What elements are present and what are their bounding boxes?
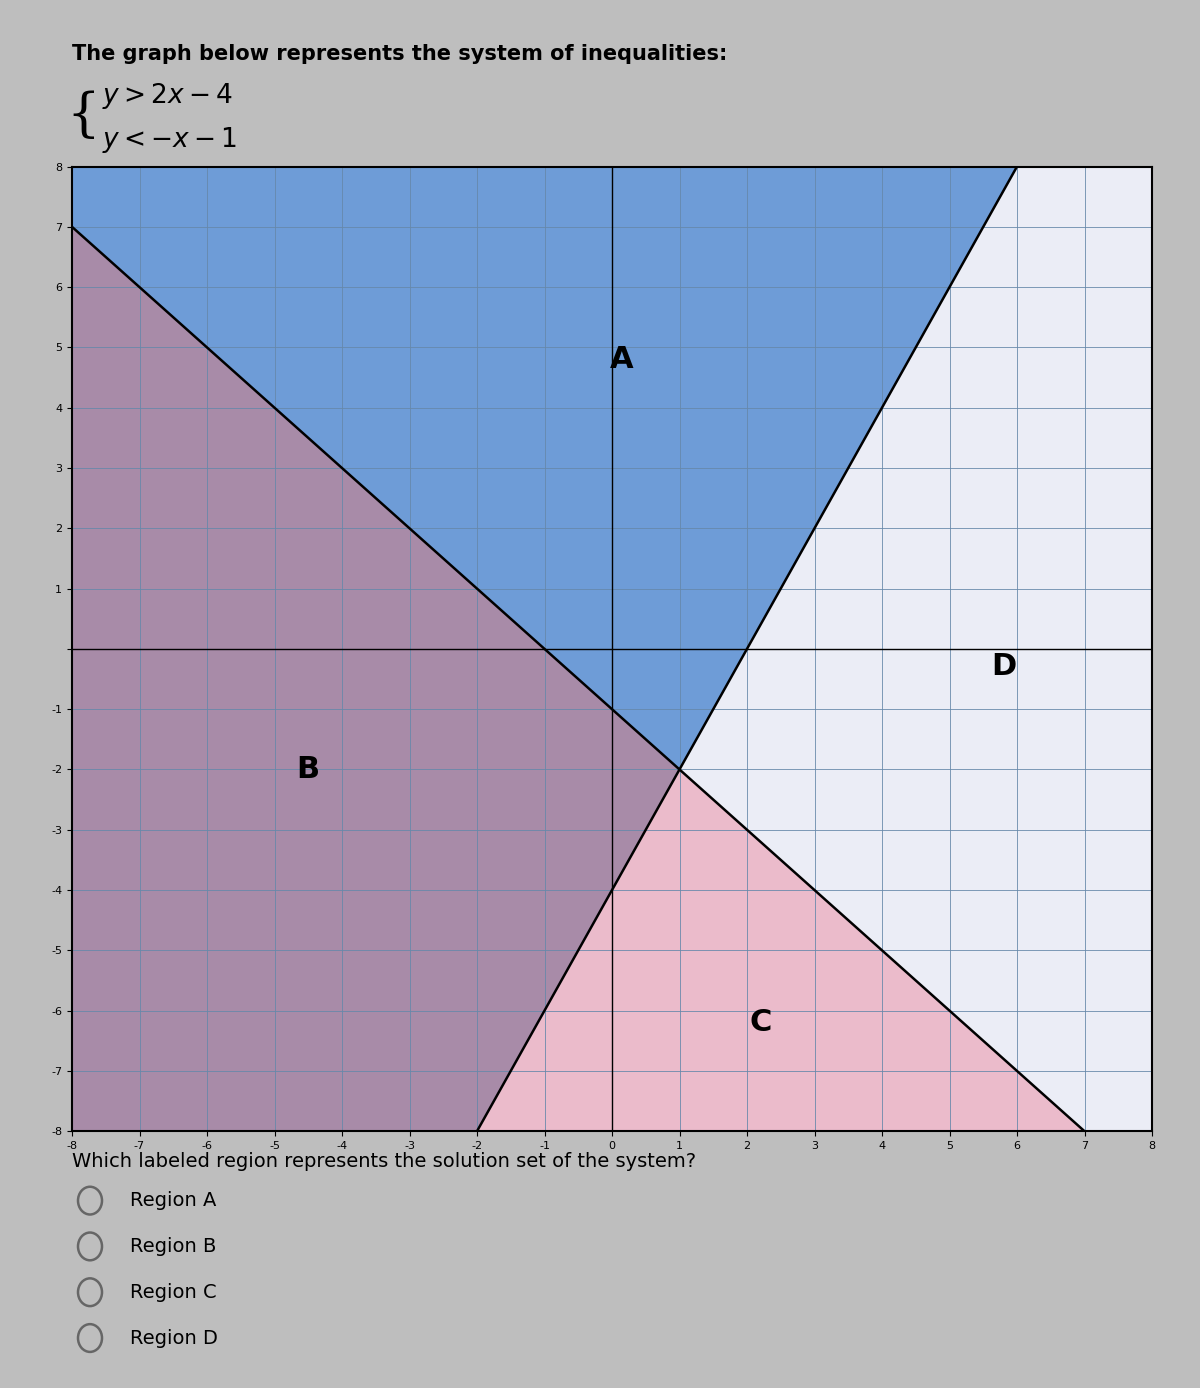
Text: D: D [991, 652, 1016, 682]
Text: Which labeled region represents the solution set of the system?: Which labeled region represents the solu… [72, 1152, 696, 1171]
Text: {: { [66, 90, 100, 142]
Text: $y < -x - 1$: $y < -x - 1$ [102, 125, 238, 155]
Text: B: B [296, 755, 320, 784]
Text: Region B: Region B [130, 1237, 216, 1256]
Text: A: A [611, 346, 634, 373]
Text: Region D: Region D [130, 1328, 217, 1348]
Text: C: C [749, 1008, 772, 1037]
Text: Region A: Region A [130, 1191, 216, 1210]
Text: $y > 2x - 4$: $y > 2x - 4$ [102, 81, 233, 111]
Text: The graph below represents the system of inequalities:: The graph below represents the system of… [72, 44, 727, 64]
Text: Region C: Region C [130, 1283, 216, 1302]
